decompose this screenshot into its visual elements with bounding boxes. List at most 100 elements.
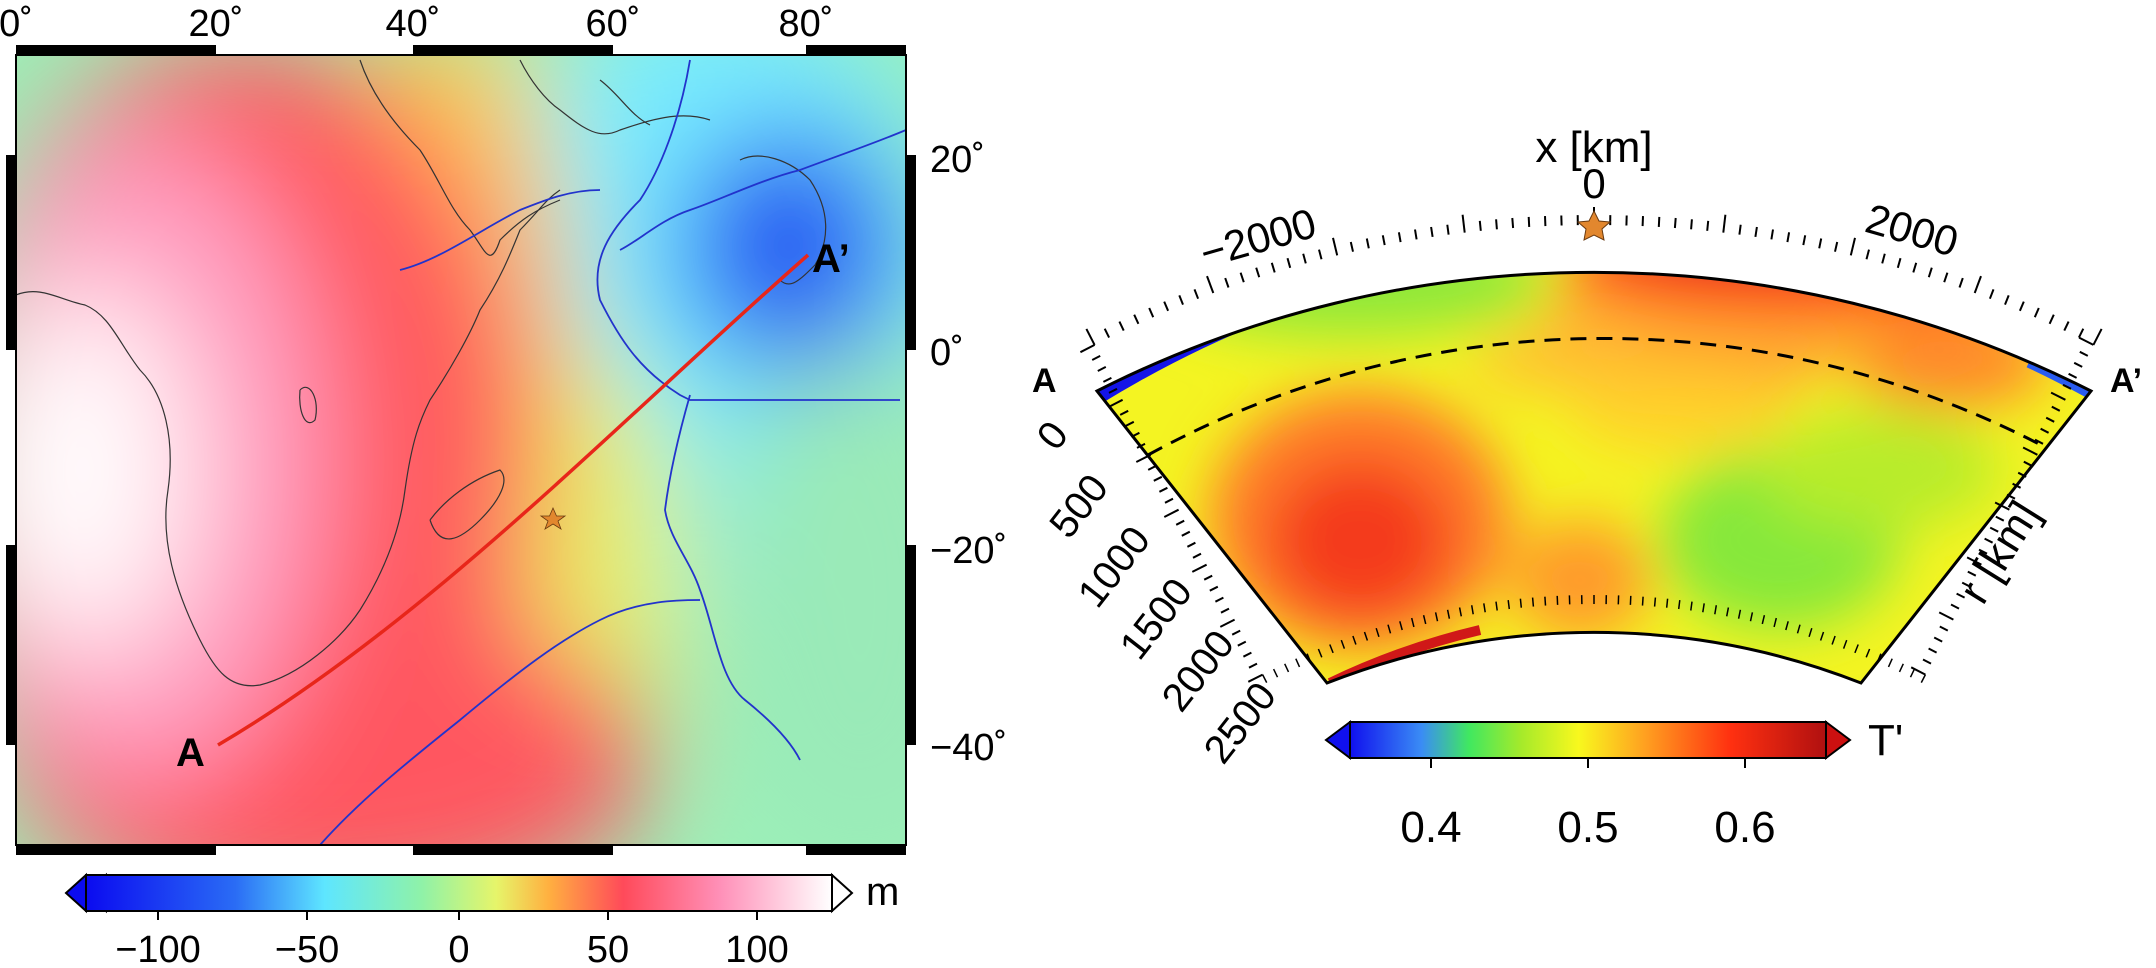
tick-mark: [1399, 621, 1403, 631]
section-point-a-label: A: [1032, 362, 1057, 400]
section-colorbar-unit: T': [1868, 716, 1903, 765]
map-colorbar-tick-label: 0: [448, 929, 469, 968]
tick-mark: [1191, 563, 1208, 573]
tick-mark: [1761, 615, 1766, 625]
map-colorbar-tick-label: 100: [725, 929, 788, 968]
tick-mark: [1834, 241, 1839, 252]
map-point-a-label: A: [176, 731, 205, 775]
tick-mark: [1994, 501, 2010, 511]
map-colorbar: [64, 872, 854, 914]
tick-mark: [1854, 644, 1859, 654]
tick-mark: [1352, 635, 1357, 645]
tick-mark: [1988, 289, 1995, 300]
tick-mark: [1754, 226, 1758, 238]
tick-mark: [1302, 253, 1307, 264]
tick-mark: [2062, 383, 2072, 390]
tick-mark: [1317, 648, 1323, 658]
lon-label: 0˚: [0, 3, 33, 45]
section-origin-star: [1576, 209, 1612, 241]
tick-mark: [2018, 301, 2025, 312]
tick-mark: [1928, 647, 1938, 654]
tick-mark: [1910, 666, 1926, 676]
map-frame-ticks: [6, 45, 916, 855]
tick-mark: [1849, 237, 1856, 256]
tick-mark: [1495, 219, 1498, 230]
tick-mark: [1958, 277, 1964, 288]
tick-mark: [1702, 603, 1705, 613]
lon-label: 60˚: [586, 3, 641, 45]
tick-mark: [1118, 321, 1125, 332]
tick-mark: [2040, 427, 2050, 434]
tick-mark: [1989, 526, 1999, 533]
section-x-tick-label: 2000: [1861, 195, 1964, 266]
tick-mark: [1103, 328, 1110, 339]
tick-mark: [1318, 249, 1323, 260]
tick-mark: [1203, 574, 1213, 581]
tick-mark: [1231, 629, 1241, 636]
tick-mark: [1186, 541, 1196, 548]
tick-mark: [1206, 275, 1215, 294]
tick-mark: [1690, 601, 1693, 611]
tick-mark: [1738, 224, 1742, 235]
lon-label: 20˚: [189, 3, 244, 45]
tick-mark: [1938, 611, 1954, 621]
tick-mark: [1085, 328, 1096, 346]
tick-mark: [1973, 275, 1982, 294]
tick-mark: [1749, 612, 1754, 622]
tick-mark: [1796, 624, 1801, 634]
tick-mark: [1237, 640, 1247, 647]
map-colorbar-tick-label: 50: [587, 929, 629, 968]
tick-mark: [1286, 257, 1292, 269]
tick-mark: [1458, 607, 1463, 617]
section-dashed-boundary: [1147, 336, 2042, 457]
tick-mark: [1079, 344, 1096, 354]
tick-mark: [1507, 600, 1511, 610]
geoid-field: [16, 55, 906, 845]
section-colorbar-tick-label: 0.4: [1400, 803, 1461, 852]
tick-mark: [1665, 598, 1669, 608]
tick-mark: [1995, 515, 2005, 522]
tick-mark: [1657, 216, 1661, 227]
tick-mark: [1219, 618, 1236, 628]
tick-mark: [2048, 314, 2055, 325]
coastlines: [16, 59, 827, 687]
tick-mark: [1119, 409, 1129, 416]
tick-mark: [1909, 668, 1916, 678]
tick-mark: [1387, 624, 1392, 634]
section-x-tick-label: −2000: [1195, 199, 1321, 277]
tick-mark: [1130, 431, 1140, 438]
tick-mark: [1163, 301, 1170, 312]
tick-mark: [1961, 581, 1971, 588]
tick-mark: [1887, 658, 1893, 668]
tick-mark: [1495, 601, 1498, 611]
tick-mark: [1125, 420, 1135, 427]
tick-mark: [1653, 597, 1657, 607]
tick-mark: [2045, 416, 2055, 423]
map-colorbar-tick-label: −50: [275, 929, 339, 968]
tick-mark: [1295, 658, 1301, 668]
tick-mark: [1365, 238, 1370, 249]
tick-mark: [1097, 366, 1107, 372]
tick-mark: [1147, 464, 1157, 471]
tick-mark: [1135, 453, 1152, 463]
tick-mark: [1943, 272, 1949, 283]
tick-mark: [1340, 639, 1346, 649]
tick-mark: [1927, 267, 1933, 278]
tick-mark: [1414, 229, 1418, 240]
tick-mark: [1978, 548, 1988, 555]
tick-mark: [1950, 603, 1960, 610]
tick-mark: [1148, 307, 1155, 318]
tick-mark: [1737, 609, 1742, 619]
tick-mark: [1434, 612, 1439, 622]
lat-label: 0˚: [930, 332, 964, 374]
tick-mark: [2078, 336, 2094, 346]
tick-mark: [1332, 237, 1339, 256]
tick-mark: [1881, 253, 1886, 264]
map-point-a-prime-label: A’: [812, 237, 850, 281]
tick-mark: [1831, 635, 1836, 645]
section-colorbar-ticks: [1430, 758, 1746, 768]
tick-mark: [2033, 307, 2040, 318]
tick-mark: [2068, 372, 2078, 379]
tick-mark: [1224, 277, 1230, 288]
tick-mark: [1178, 295, 1184, 305]
